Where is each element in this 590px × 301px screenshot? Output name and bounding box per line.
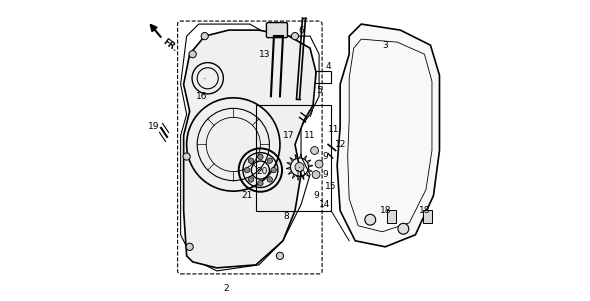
Text: 4: 4 xyxy=(325,62,331,71)
Circle shape xyxy=(183,153,190,160)
Text: 13: 13 xyxy=(259,50,271,59)
Circle shape xyxy=(189,51,196,58)
Bar xyxy=(387,210,396,223)
Bar xyxy=(423,210,432,223)
Circle shape xyxy=(267,177,273,182)
Text: 3: 3 xyxy=(382,41,388,50)
Text: 9: 9 xyxy=(313,191,319,200)
Text: 5: 5 xyxy=(316,86,322,95)
Circle shape xyxy=(312,171,320,178)
Circle shape xyxy=(295,163,304,172)
Bar xyxy=(256,105,331,211)
Circle shape xyxy=(315,160,323,168)
Text: 18: 18 xyxy=(379,206,391,215)
Circle shape xyxy=(267,158,273,163)
Text: 12: 12 xyxy=(335,140,346,149)
Bar xyxy=(314,71,331,83)
Circle shape xyxy=(276,252,284,259)
Circle shape xyxy=(258,181,263,186)
Polygon shape xyxy=(337,24,440,247)
Circle shape xyxy=(311,147,319,154)
Text: 9: 9 xyxy=(322,170,328,179)
Text: 17: 17 xyxy=(283,131,295,140)
Text: 21: 21 xyxy=(241,191,253,200)
Text: 15: 15 xyxy=(325,182,337,191)
Text: 18: 18 xyxy=(419,206,430,215)
Circle shape xyxy=(248,158,254,163)
Text: 10: 10 xyxy=(295,170,307,179)
Text: 11: 11 xyxy=(329,125,340,134)
Circle shape xyxy=(291,33,299,40)
Text: 19: 19 xyxy=(148,122,159,131)
Circle shape xyxy=(258,154,263,160)
Text: FR.: FR. xyxy=(161,38,179,54)
Text: 6: 6 xyxy=(298,26,304,35)
Text: 2: 2 xyxy=(223,284,228,293)
FancyBboxPatch shape xyxy=(267,23,287,38)
Circle shape xyxy=(186,243,194,250)
Text: 9: 9 xyxy=(322,152,328,161)
Text: 7: 7 xyxy=(307,110,313,119)
Circle shape xyxy=(248,177,254,182)
Circle shape xyxy=(365,214,376,225)
Circle shape xyxy=(271,167,276,173)
Text: 16: 16 xyxy=(196,92,208,101)
Circle shape xyxy=(398,223,409,234)
Circle shape xyxy=(244,167,250,173)
Text: 8: 8 xyxy=(283,212,289,221)
Circle shape xyxy=(201,33,208,40)
Text: 14: 14 xyxy=(319,200,331,209)
Polygon shape xyxy=(183,30,316,268)
Text: 11: 11 xyxy=(304,131,316,140)
Text: 20: 20 xyxy=(256,167,268,176)
